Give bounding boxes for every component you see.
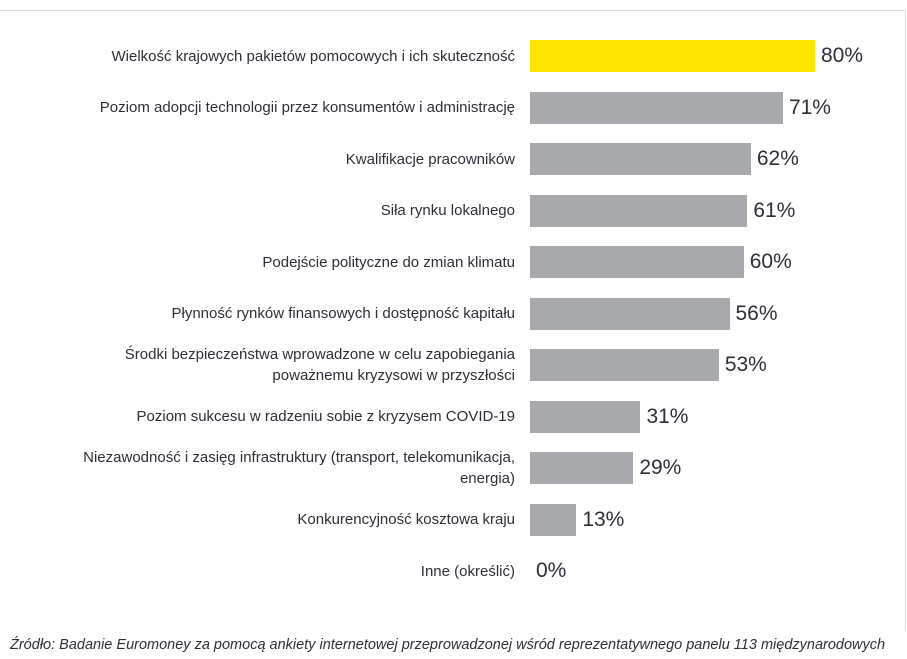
value-label: 71% xyxy=(788,95,831,119)
category-label: Płynność rynków finansowych i dostępność… xyxy=(171,305,515,322)
category-label: Środki bezpieczeństwa wprowadzone w celu… xyxy=(124,346,515,384)
value-label: 56% xyxy=(735,301,778,325)
category-label: Poziom sukcesu w radzeniu sobie z kryzys… xyxy=(136,408,515,425)
bar xyxy=(530,143,751,175)
category-label: Poziom adopcji technologii przez konsume… xyxy=(99,99,515,116)
source-note: Źródło: Badanie Euromoney za pomocą anki… xyxy=(10,637,886,653)
value-label: 13% xyxy=(582,507,625,531)
category-label: Inne (określić) xyxy=(420,562,515,580)
category-label: Kwalifikacje pracowników xyxy=(345,150,515,168)
category-label: Siła rynku lokalnego xyxy=(380,202,515,219)
bar xyxy=(530,503,577,536)
bar xyxy=(530,400,641,433)
bar xyxy=(530,349,719,381)
value-label: 29% xyxy=(639,456,682,479)
category-label: Konkurencyjność kosztowa kraju xyxy=(297,511,515,528)
value-label: 53% xyxy=(724,353,767,376)
value-label: 31% xyxy=(646,404,689,428)
value-label: 61% xyxy=(753,198,796,222)
value-label: 62% xyxy=(756,147,799,170)
category-label: Podejście polityczne do zmian klimatu xyxy=(262,253,515,271)
bar xyxy=(530,91,783,124)
bar xyxy=(530,297,730,330)
bar xyxy=(530,246,744,278)
bar xyxy=(530,194,748,227)
category-label: Niezawodność i zasięg infrastruktury (tr… xyxy=(83,449,515,487)
value-label: 60% xyxy=(749,250,792,273)
bar xyxy=(530,452,634,484)
bar xyxy=(530,40,815,72)
value-label: 80% xyxy=(821,44,864,67)
frame xyxy=(0,10,906,630)
category-label: Wielkość krajowych pakietów pomocowych i… xyxy=(111,47,515,65)
value-label: 0% xyxy=(536,559,567,582)
